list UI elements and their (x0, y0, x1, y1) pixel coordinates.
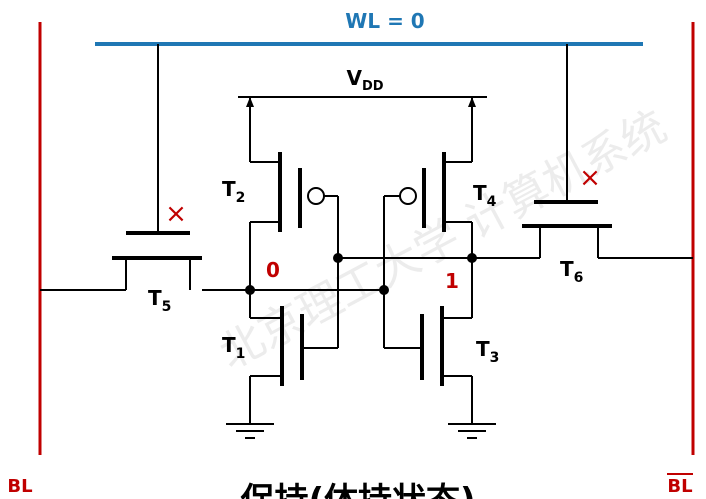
label-t3: T3 (476, 337, 499, 366)
transistor-t6 (522, 200, 693, 259)
transistor-t3 (384, 258, 473, 423)
vdd-label: VDD (346, 66, 383, 94)
vdd-left-arrow (246, 97, 254, 107)
wordline-label: WL = 0 (345, 9, 424, 33)
junction-right-gate (379, 285, 389, 295)
ground-right-icon (448, 423, 496, 439)
t5-off-mark: × (165, 199, 187, 229)
vdd-right-arrow (468, 97, 476, 107)
node-right-value: 1 (445, 269, 459, 293)
label-t6: T6 (560, 257, 583, 286)
bitline-right-label: BL (667, 476, 692, 497)
label-t1: T1 (222, 333, 245, 362)
label-t2: T2 (222, 177, 245, 206)
transistor-t2 (249, 152, 338, 290)
bitline-left-label: BL (7, 476, 32, 497)
transistor-t4 (384, 152, 473, 258)
label-t4: T4 (473, 181, 497, 210)
ground-left-icon (226, 423, 274, 439)
node-left-value: 0 (266, 258, 280, 282)
label-t5: T5 (148, 286, 171, 315)
transistor-t5 (40, 231, 202, 291)
junction-left-gate (333, 253, 343, 263)
caption: 保持(体持状态) (240, 481, 475, 499)
t6-off-mark: × (579, 163, 601, 193)
transistor-t1 (249, 290, 338, 423)
